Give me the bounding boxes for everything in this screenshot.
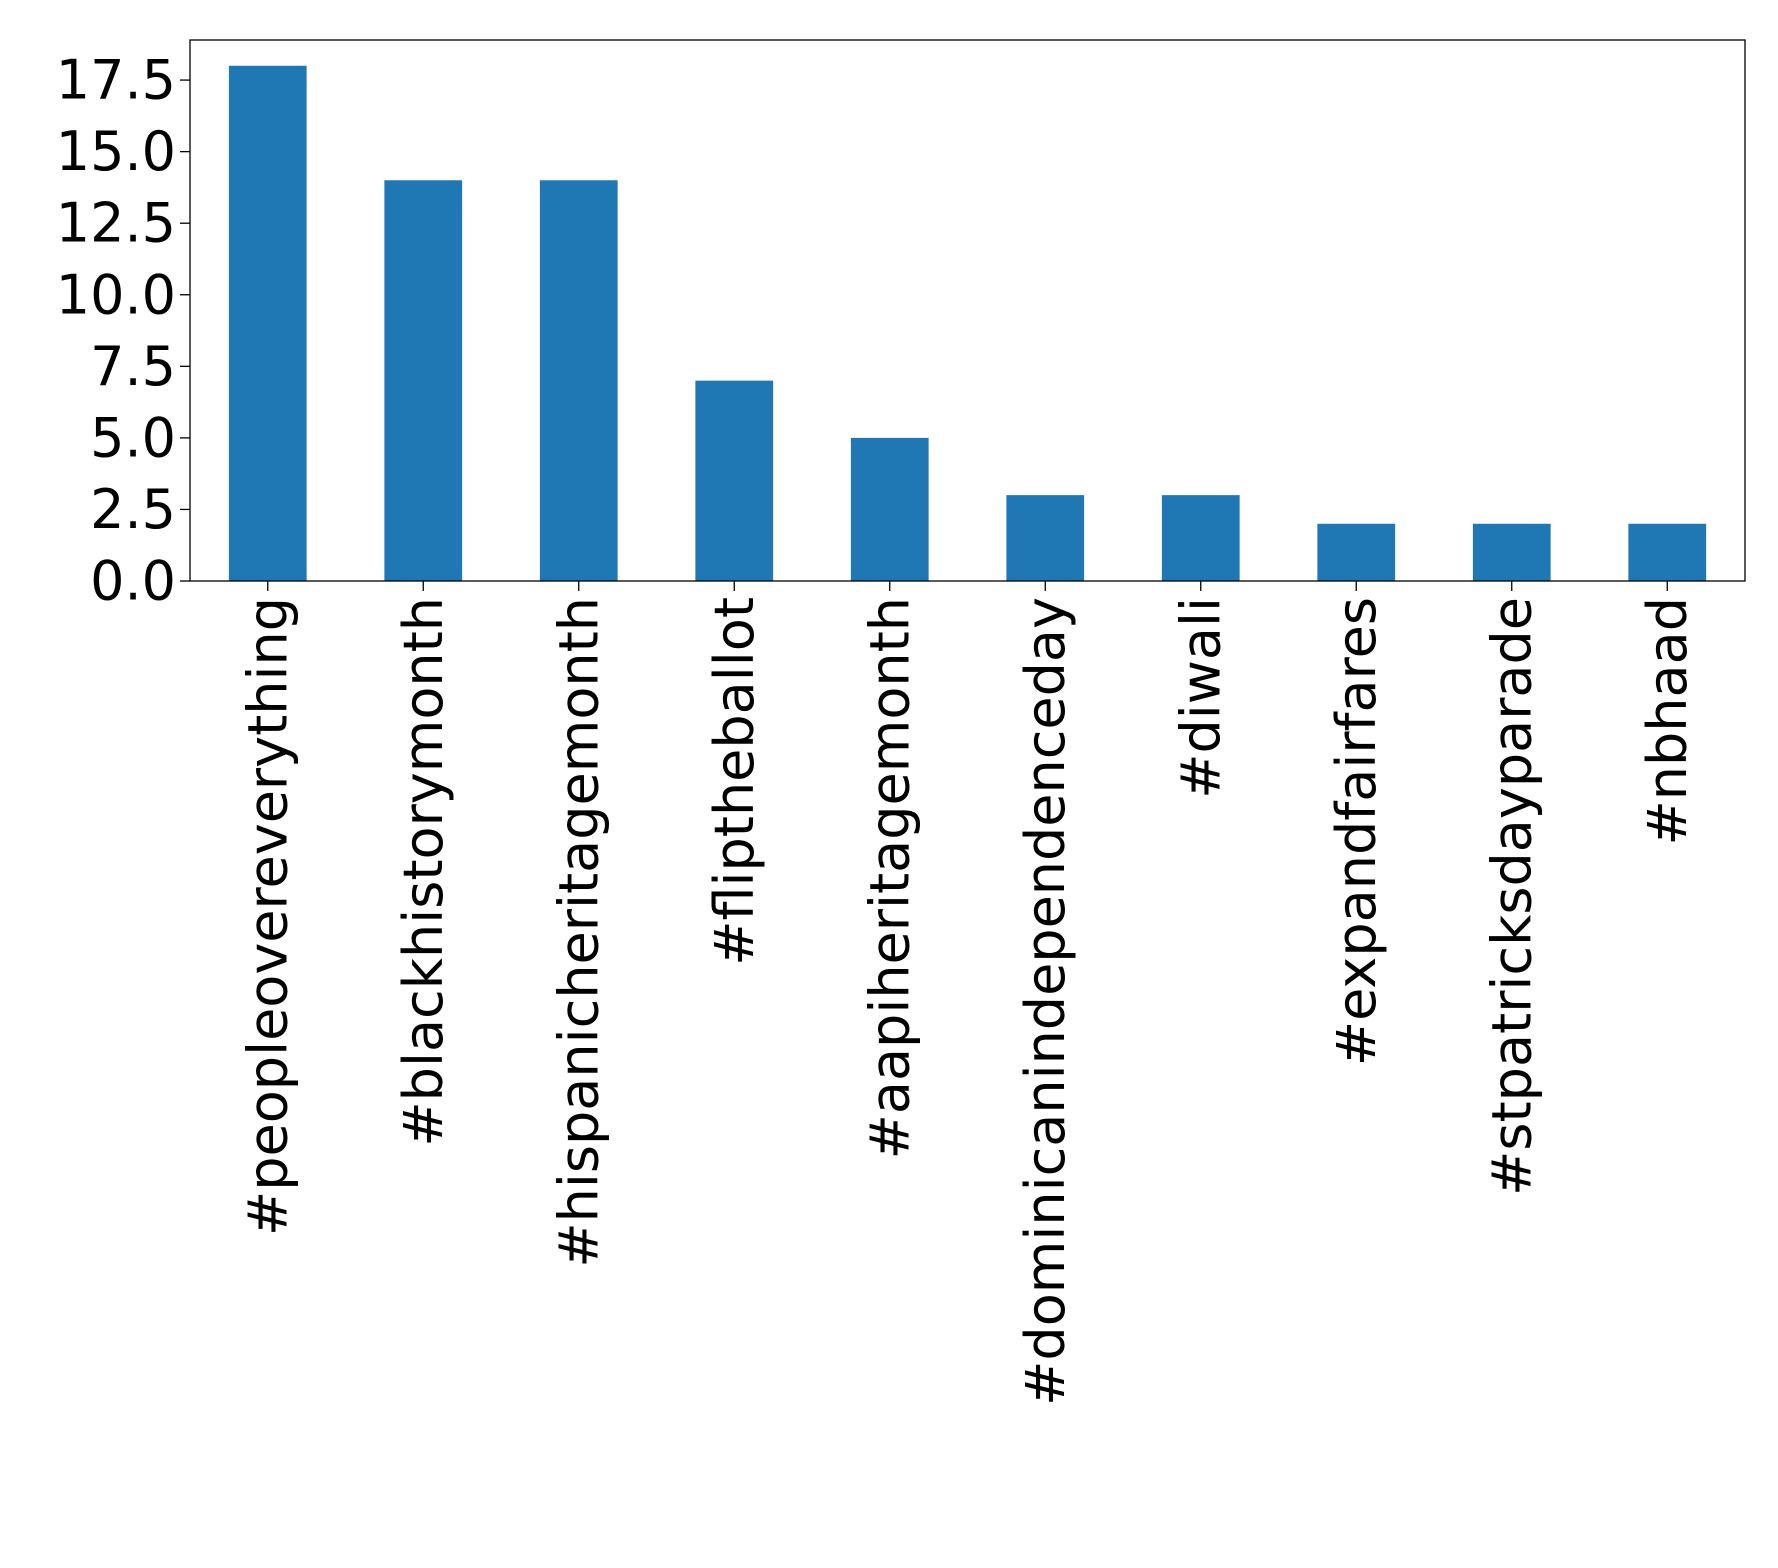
y-axis: 0.0 2.5 5.0 7.5 10.0 12.5 15.0 17.5 — [56, 49, 190, 613]
bar-dominicanindependenceday — [1006, 495, 1085, 581]
x-tick-label: #expandfairfares — [1325, 597, 1388, 1066]
bar-peopleovereverything — [228, 65, 307, 581]
bar-fliptheballot — [695, 380, 774, 581]
y-tick-label: 2.5 — [90, 478, 176, 541]
x-tick-label: #peopleovereverything — [236, 597, 299, 1236]
bar-diwali — [1161, 495, 1240, 581]
x-tick-label: #blackhistorymonth — [392, 597, 455, 1147]
bar-aapiheritagemonth — [850, 437, 929, 581]
y-tick-label: 15.0 — [56, 120, 176, 183]
plot-area-frame — [189, 39, 1746, 582]
y-tick-label: 17.5 — [56, 49, 176, 112]
y-tick-label: 10.0 — [56, 263, 176, 326]
bar-stpatricksdayparade — [1472, 523, 1551, 581]
x-tick-label: #dominicanindependenceday — [1014, 597, 1077, 1406]
y-tick-label: 7.5 — [90, 335, 176, 398]
x-tick-label: #stpatricksdayparade — [1480, 597, 1543, 1196]
bar-expandfairfares — [1317, 523, 1396, 581]
bar-nbhaad — [1628, 523, 1707, 581]
y-tick-label: 0.0 — [90, 550, 176, 613]
x-tick-label: #fliptheballot — [703, 597, 766, 966]
bar-blackhistorymonth — [384, 180, 463, 581]
x-tick-label: #diwali — [1169, 597, 1232, 799]
x-tick-label: #hispanicheritagemonth — [547, 597, 610, 1268]
y-tick-label: 5.0 — [90, 406, 176, 469]
x-tick-label: #aapiheritagemonth — [858, 597, 921, 1159]
bar-hispanicheritagemonth — [539, 180, 618, 581]
x-tick-label: #nbhaad — [1636, 597, 1699, 845]
x-axis: #peopleovereverything #blackhistorymonth #… — [236, 581, 1699, 1406]
y-tick-label: 12.5 — [56, 192, 176, 255]
bars-group — [228, 65, 1707, 581]
